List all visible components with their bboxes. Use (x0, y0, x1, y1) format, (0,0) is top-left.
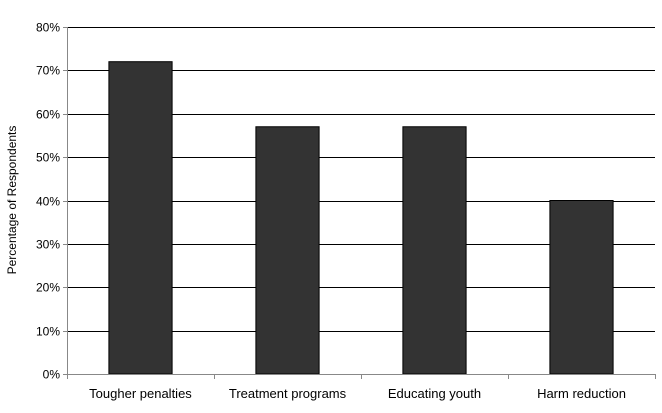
y-tick-label: 60% (36, 108, 60, 122)
y-tick-label: 0% (43, 368, 61, 382)
y-tick-label: 30% (36, 238, 60, 252)
y-tick-label: 70% (36, 64, 60, 78)
y-tick-label: 10% (36, 325, 60, 339)
bar (255, 126, 320, 375)
y-tick-label: 50% (36, 151, 60, 165)
y-axis-title: Percentage of Respondents (5, 126, 19, 275)
x-category-labels: Tougher penalties Treatment programs Educa… (89, 386, 626, 401)
x-category-label: Treatment programs (229, 386, 347, 401)
x-category-label: Harm reduction (537, 386, 626, 401)
x-category-label: Educating youth (388, 386, 481, 401)
y-tick-label: 40% (36, 195, 60, 209)
bar (108, 61, 173, 375)
axes (63, 27, 656, 379)
x-category-label: Tougher penalties (89, 386, 192, 401)
y-tick-label: 80% (36, 21, 60, 35)
bar (402, 126, 467, 375)
y-tick-label: 20% (36, 281, 60, 295)
bars (108, 61, 614, 375)
bar (549, 200, 614, 375)
y-tick-labels: 0% 10% 20% 30% 40% 50% 60% 70% 80% (36, 21, 60, 382)
